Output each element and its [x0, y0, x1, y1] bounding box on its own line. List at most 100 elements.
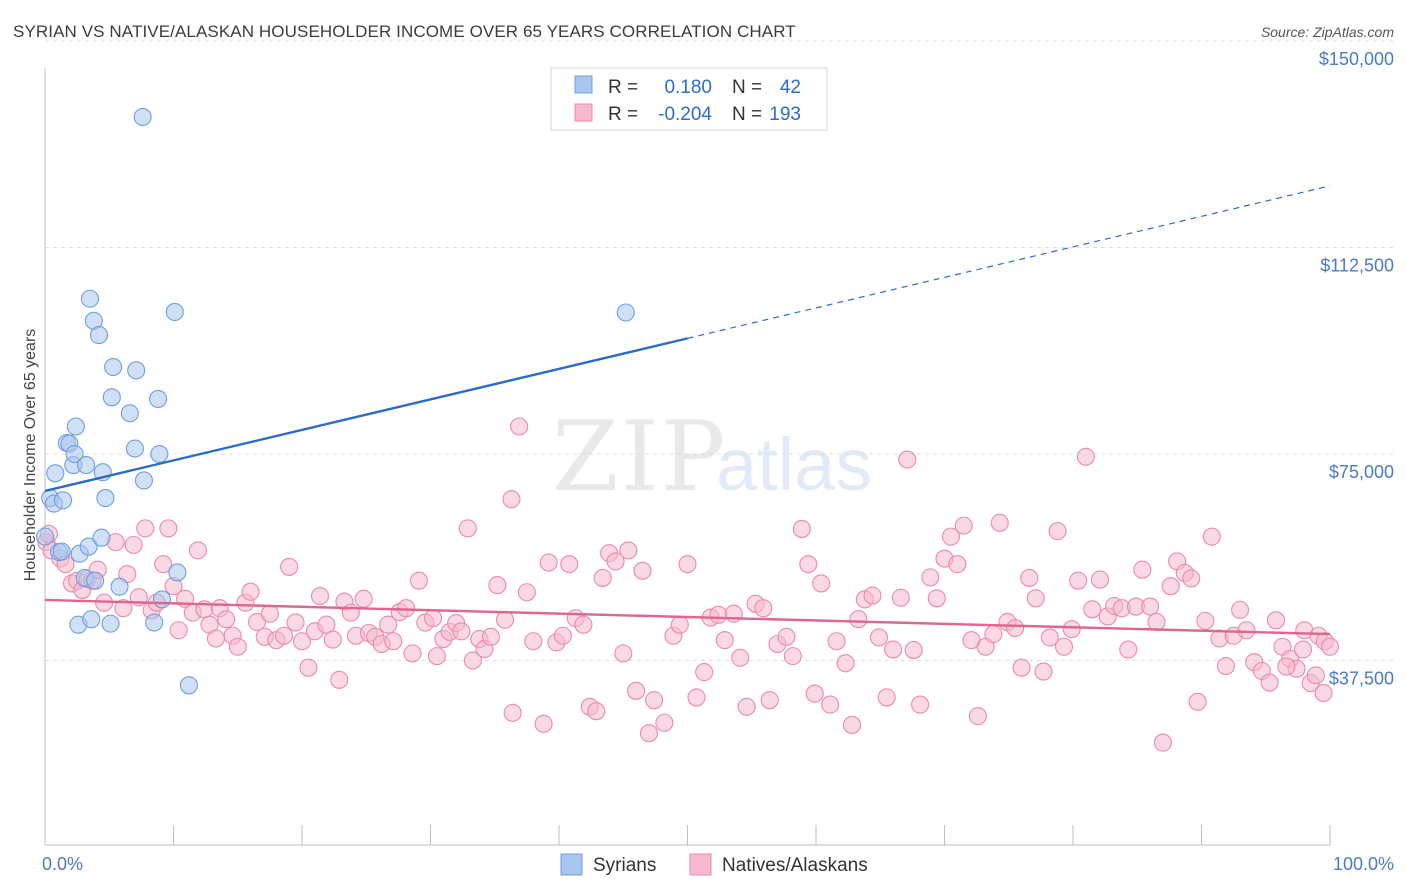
native-point-151 [1026, 589, 1045, 608]
syrian-point-17 [80, 289, 100, 308]
y-tick-label-3: $150,000 [1319, 49, 1394, 69]
y-tick-label-0: $37,500 [1329, 669, 1394, 689]
native-point-122 [821, 695, 840, 714]
bottom-legend-swatch-syrians [560, 853, 583, 876]
native-point-33 [228, 637, 247, 656]
native-point-167 [1141, 597, 1160, 616]
native-point-58 [384, 632, 403, 651]
native-point-64 [424, 609, 443, 628]
native-point-131 [884, 640, 903, 659]
syrian-point-36 [150, 444, 169, 464]
native-point-120 [805, 684, 824, 703]
syrian-point-31 [127, 361, 146, 380]
native-point-196 [1293, 640, 1313, 659]
y-tick-label-1: $75,000 [1329, 462, 1394, 482]
legend-box: R = 0.180 N = 42 R = -0.204 N = 193 [550, 67, 828, 131]
x-tick-label-0: 0.0% [42, 854, 83, 874]
native-point-132 [891, 588, 910, 607]
native-point-110 [731, 648, 750, 667]
native-point-119 [799, 555, 818, 574]
native-point-139 [941, 527, 960, 546]
native-point-15 [124, 535, 143, 554]
native-point-21 [159, 519, 178, 538]
native-point-81 [524, 632, 543, 651]
native-point-74 [481, 627, 500, 646]
native-point-123 [827, 632, 846, 651]
native-point-107 [709, 605, 728, 624]
watermark-atlas: atlas [716, 423, 872, 506]
native-point-152 [1034, 662, 1053, 681]
native-point-140 [948, 555, 967, 574]
syrians-trendline-extension [687, 185, 1331, 339]
native-point-184 [1260, 673, 1279, 692]
syrian-point-25 [101, 614, 120, 633]
native-point-104 [687, 688, 706, 707]
bottom-legend: Syrians Natives/Alaskans [560, 853, 868, 876]
syrian-point-18 [82, 610, 101, 629]
native-point-153 [1040, 628, 1059, 647]
syrian-point-22 [92, 528, 111, 547]
native-point-86 [560, 555, 579, 574]
legend-r-value-natives: -0.204 [658, 104, 712, 125]
syrian-point-39 [168, 563, 187, 582]
natives-alaskans-points [37, 417, 1340, 752]
legend-n-value-syrians: 42 [780, 77, 801, 98]
syrian-point-11 [66, 417, 85, 436]
native-point-36 [247, 612, 267, 632]
native-point-195 [1306, 666, 1325, 685]
native-point-93 [606, 552, 625, 571]
native-point-185 [1266, 611, 1286, 630]
legend-n-value-natives: 193 [769, 104, 801, 125]
native-point-180 [1231, 600, 1250, 619]
native-point-193 [1320, 637, 1340, 656]
native-point-133 [898, 450, 917, 469]
legend-n-label-syrians: N = [732, 77, 762, 98]
native-point-38 [260, 604, 279, 623]
native-point-146 [990, 513, 1009, 532]
syrians-points [35, 107, 635, 695]
native-point-83 [539, 553, 558, 572]
native-point-148 [1006, 618, 1025, 638]
native-point-71 [463, 651, 482, 670]
native-point-145 [984, 625, 1003, 644]
native-point-118 [792, 519, 811, 538]
native-point-49 [330, 670, 349, 689]
native-point-116 [777, 627, 796, 646]
native-point-69 [452, 622, 471, 641]
native-point-62 [409, 571, 428, 590]
native-point-76 [495, 610, 515, 629]
x-ticks [44, 825, 1331, 845]
syrian-point-40 [179, 676, 198, 695]
native-point-31 [217, 610, 236, 629]
native-point-197 [1277, 657, 1296, 676]
legend-n-label-natives: N = [732, 104, 762, 125]
native-point-149 [1012, 658, 1031, 677]
native-point-102 [670, 615, 689, 634]
native-point-150 [1020, 568, 1039, 587]
x-tick-label-1: 100.0% [1333, 854, 1394, 874]
syrian-point-26 [102, 388, 121, 407]
native-point-164 [1119, 640, 1138, 659]
native-point-155 [1054, 637, 1074, 656]
syrian-point-10 [65, 444, 84, 464]
native-point-168 [1147, 612, 1166, 632]
syrian-point-41 [616, 303, 635, 322]
legend-r-label-syrians: R = [608, 77, 638, 98]
native-point-17 [136, 519, 155, 538]
native-point-154 [1048, 522, 1067, 541]
native-point-156 [1062, 620, 1081, 639]
native-point-137 [927, 589, 946, 608]
native-point-75 [488, 576, 507, 595]
native-point-98 [639, 724, 659, 743]
native-point-77 [502, 490, 521, 509]
native-point-91 [593, 568, 612, 587]
natives-alaskans-trendline [44, 598, 1331, 636]
legend-r-value-syrians: 0.180 [664, 77, 712, 98]
native-point-124 [836, 654, 855, 673]
native-point-20 [154, 555, 173, 574]
native-point-194 [1314, 683, 1333, 703]
bottom-legend-label-natives: Natives/Alaskans [722, 855, 868, 876]
native-point-70 [458, 519, 477, 538]
native-point-109 [724, 604, 743, 623]
syrians-trendline [44, 337, 688, 493]
